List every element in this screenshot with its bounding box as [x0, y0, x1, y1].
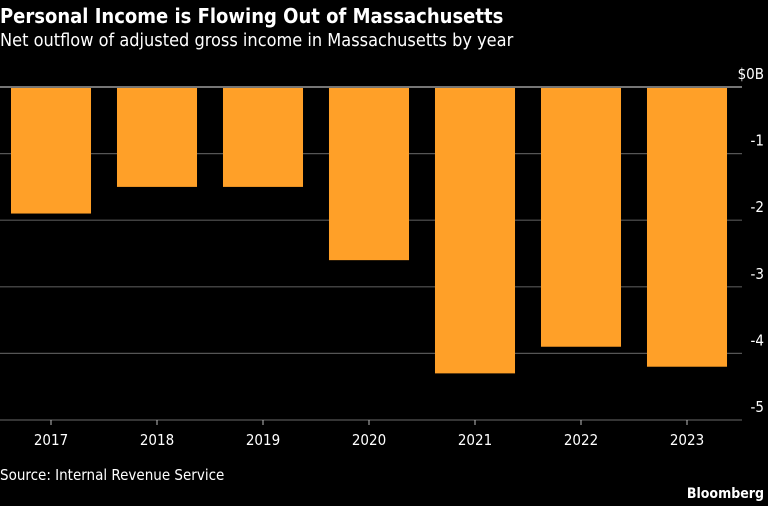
y-tick-label: -4 [751, 331, 764, 349]
x-tick-label: 2021 [458, 431, 492, 449]
x-tick-label: 2023 [670, 431, 704, 449]
y-tick-label: -5 [751, 398, 764, 416]
bar-chart: $0B -1 -2 -3 -4 -5 2017 2018 2019 2020 2021 2022 202… [0, 65, 764, 449]
y-tick-label: -2 [751, 198, 764, 216]
bloomberg-logo: Bloomberg [686, 486, 764, 502]
x-tick-label: 2020 [352, 431, 386, 449]
chart-title: Personal Income is Flowing Out of Massac… [0, 4, 504, 28]
bar-2020 [328, 88, 410, 261]
y-tick-label: $0B [738, 65, 764, 83]
y-tick-label: -3 [751, 265, 764, 283]
x-tick-label: 2018 [140, 431, 174, 449]
bar-2017 [10, 88, 92, 214]
source-note: Source: Internal Revenue Service [0, 466, 225, 484]
bar-2021 [434, 88, 516, 374]
x-tick-label: 2022 [564, 431, 598, 449]
x-tick-label: 2019 [246, 431, 280, 449]
bar-2019 [222, 88, 304, 187]
bar-2022 [540, 88, 622, 347]
x-tick-label: 2017 [34, 431, 68, 449]
bar-2018 [116, 88, 198, 187]
y-tick-label: -1 [751, 132, 764, 150]
bar-2023 [646, 88, 728, 367]
chart-subtitle: Net outflow of adjusted gross income in … [0, 30, 514, 51]
